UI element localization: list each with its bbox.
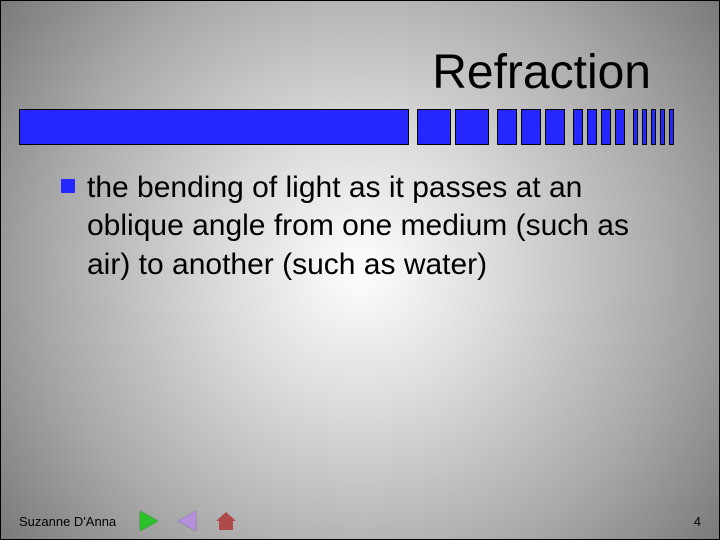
prev-icon[interactable]	[178, 511, 196, 531]
decoration-box	[573, 109, 583, 145]
decoration-long-bar	[19, 109, 409, 145]
footer-left: Suzanne D'Anna	[19, 511, 236, 531]
decoration-box	[651, 109, 656, 145]
home-icon[interactable]	[216, 512, 236, 530]
footer: Suzanne D'Anna 4	[19, 511, 701, 531]
body-content: the bending of light as it passes at an …	[61, 169, 659, 284]
decoration-box	[660, 109, 665, 145]
decoration-box	[615, 109, 625, 145]
decoration-bar-row	[19, 109, 675, 145]
decoration-group-3	[497, 109, 565, 145]
decoration-group-2	[417, 109, 489, 145]
decoration-box	[417, 109, 451, 145]
slide: Refraction the bending of li	[0, 0, 720, 540]
decoration-box	[545, 109, 565, 145]
decoration-box	[633, 109, 638, 145]
decoration-box	[642, 109, 647, 145]
decoration-group-4	[573, 109, 625, 145]
decoration-box	[521, 109, 541, 145]
footer-author: Suzanne D'Anna	[19, 514, 116, 529]
slide-title: Refraction	[432, 45, 651, 100]
bullet-text: the bending of light as it passes at an …	[87, 169, 659, 284]
bullet-item: the bending of light as it passes at an …	[61, 169, 659, 284]
decoration-box	[669, 109, 674, 145]
decoration-group-5	[633, 109, 674, 145]
decoration-box	[587, 109, 597, 145]
nav-icons	[140, 511, 236, 531]
decoration-box	[601, 109, 611, 145]
page-number: 4	[694, 514, 701, 529]
next-icon[interactable]	[140, 511, 158, 531]
decoration-box	[497, 109, 517, 145]
decoration-box	[455, 109, 489, 145]
bullet-marker-icon	[61, 179, 75, 193]
